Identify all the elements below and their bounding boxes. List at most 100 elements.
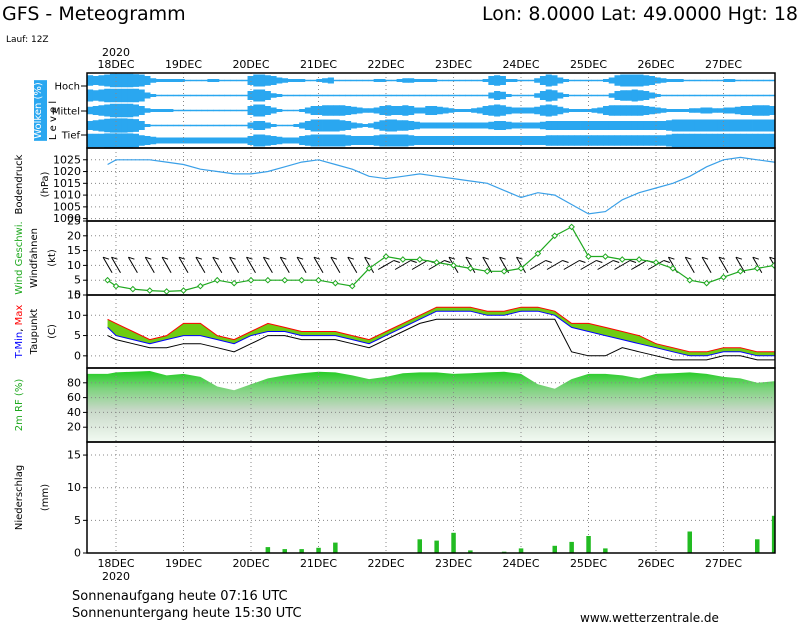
- run-label: Lauf: 12Z: [6, 35, 49, 45]
- cloud-cell: [350, 122, 357, 129]
- humidity-plot: [87, 371, 775, 442]
- cloud-cell: [408, 94, 415, 97]
- precipitation-bar: [265, 547, 271, 553]
- cloud-cell: [167, 137, 174, 144]
- cloud-cell: [230, 109, 237, 112]
- cloud-cell: [213, 109, 220, 112]
- cloud-cell: [471, 79, 478, 82]
- cloud-cell: [299, 79, 306, 82]
- date-label: 22DEC: [367, 557, 404, 570]
- cloud-cell: [499, 76, 506, 85]
- precipitation-bar: [603, 548, 608, 553]
- cloud-cell: [517, 79, 524, 82]
- cloud-cell: [236, 124, 243, 127]
- panel-ylabel: Niederschlag: [14, 465, 25, 530]
- cloud-cell: [218, 94, 225, 97]
- cloud-cell: [270, 93, 277, 98]
- cloud-cell: [769, 133, 775, 148]
- cloud-cell: [769, 119, 775, 132]
- cloud-cell: [98, 75, 105, 86]
- cloud-cell: [373, 94, 380, 97]
- ylabel-part: (C): [47, 324, 58, 339]
- cloud-cell: [511, 94, 518, 97]
- panel-ylabel: Windfahnen: [29, 228, 40, 288]
- cloud-cell: [471, 122, 478, 129]
- cloud-cell: [310, 119, 317, 132]
- y-tick-label: 0: [74, 289, 81, 302]
- cloud-cell: [419, 94, 426, 97]
- cloud-cell: [138, 121, 145, 130]
- y-tick-label: 10: [67, 259, 81, 272]
- cloud-cell: [734, 133, 741, 148]
- cloud-cell: [757, 119, 764, 132]
- cloud-cell: [557, 77, 564, 84]
- wind-barb-flag: [465, 256, 473, 260]
- cloud-cell: [213, 124, 220, 127]
- cloud-cell: [218, 124, 225, 127]
- cloud-cell: [293, 124, 300, 127]
- cloud-cell: [201, 94, 208, 97]
- precipitation-bar: [417, 539, 422, 553]
- cloud-cell: [92, 76, 99, 85]
- cloud-cell: [379, 79, 386, 82]
- cloud-cell: [173, 124, 180, 127]
- wind-barb-flag: [364, 256, 371, 260]
- panel-ylabel: (mm): [40, 484, 51, 511]
- cloud-cell: [476, 122, 483, 129]
- wind-barb: [212, 256, 223, 274]
- cloud-cell: [631, 74, 638, 87]
- cloud-cell: [499, 136, 506, 145]
- cloud-cell: [597, 107, 604, 114]
- cloud-cell: [356, 107, 363, 114]
- cloud-cell: [476, 136, 483, 145]
- wind-barb: [701, 256, 712, 274]
- cloud-cell: [740, 119, 747, 132]
- cloud-cell: [528, 136, 535, 145]
- wind-marker: [483, 268, 491, 275]
- cloud-cell: [287, 79, 294, 82]
- cloud-cell: [436, 79, 443, 82]
- wind-barb-flag: [718, 256, 726, 260]
- cloud-cell: [597, 121, 604, 130]
- cloud-cell: [580, 94, 587, 97]
- cloud-cell: [711, 119, 719, 132]
- ylabel-part: Wind Geschwi.: [14, 221, 25, 294]
- cloud-cell: [299, 136, 306, 145]
- precipitation-bar: [569, 541, 574, 553]
- y-tick-label: 20: [67, 229, 81, 242]
- cloud-cell: [115, 118, 122, 133]
- cloud-cell: [362, 108, 369, 113]
- cloud-cell: [505, 79, 512, 82]
- cloud-cell: [121, 73, 128, 88]
- cloud-cell: [367, 79, 375, 82]
- wind-marker: [686, 276, 694, 284]
- cloud-cell: [304, 94, 311, 97]
- cloud-cell: [459, 94, 466, 97]
- cloud-cell: [178, 79, 185, 82]
- cloud-cell: [413, 79, 420, 82]
- cloud-cell: [413, 107, 420, 114]
- cloud-cell: [201, 109, 208, 112]
- wind-marker: [568, 223, 575, 231]
- cloud-cell: [648, 135, 655, 146]
- cloud-cell: [625, 105, 633, 116]
- cloud-cell: [218, 109, 225, 112]
- cloud-cell: [218, 79, 225, 82]
- cloud-cell: [505, 121, 512, 130]
- cloud-cell: [499, 91, 506, 100]
- wind-marker: [213, 276, 221, 284]
- cloud-cell: [230, 124, 237, 127]
- wind-barb-flag: [195, 256, 203, 260]
- precipitation-bar: [468, 550, 473, 553]
- cloud-cell: [150, 124, 157, 127]
- wind-barb-flag: [313, 256, 321, 260]
- cloud-cell: [689, 119, 696, 132]
- cloud-cell: [597, 79, 604, 82]
- y-tick-label: 1005: [53, 200, 81, 213]
- wind-barb-flag: [330, 256, 338, 260]
- cloud-cell: [608, 121, 615, 130]
- cloud-cell: [528, 107, 535, 114]
- date-label: 21DEC: [300, 58, 337, 71]
- cloud-cell: [431, 94, 438, 97]
- cloud-cell: [482, 94, 489, 97]
